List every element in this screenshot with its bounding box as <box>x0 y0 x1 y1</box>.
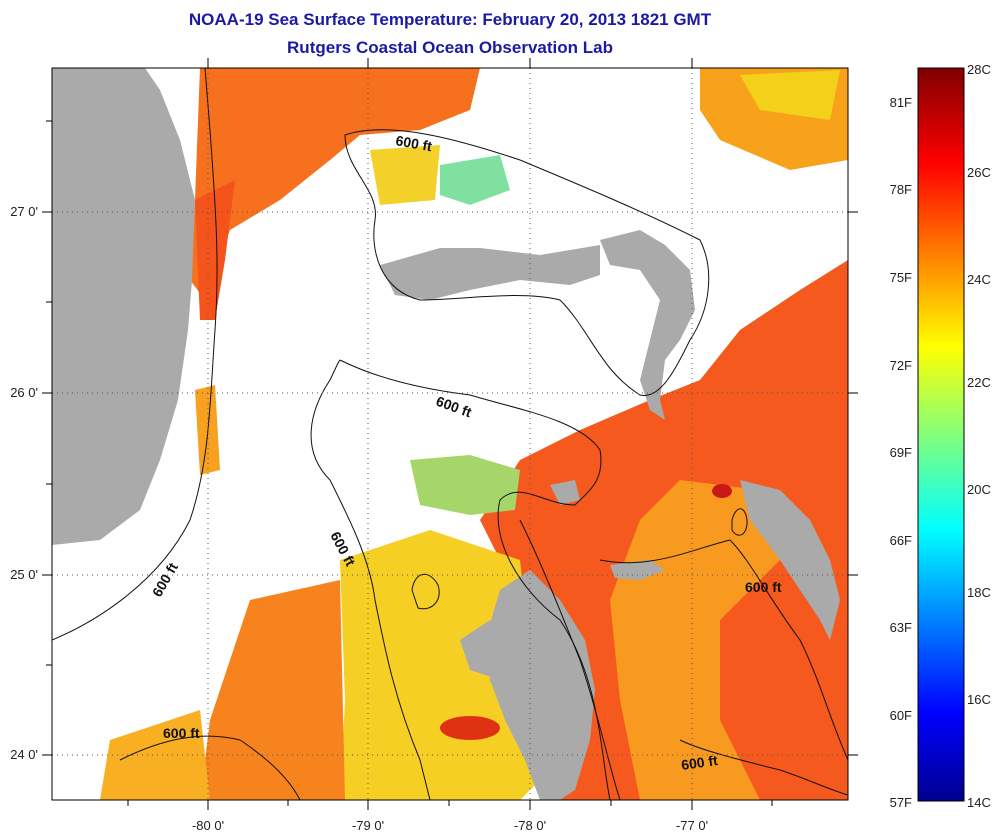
land-grand-bahama <box>380 245 600 300</box>
land-abaco <box>600 230 695 420</box>
colorbar-f-label: 63F <box>890 620 912 635</box>
colorbar-f-label: 66F <box>890 533 912 548</box>
land-florida <box>52 68 195 545</box>
sst-florida-keys-edge <box>100 710 210 800</box>
contour-florida-straits <box>329 479 431 800</box>
colorbar-f-label: 60F <box>890 708 912 723</box>
lat-tick-label: 26 0' <box>10 385 38 400</box>
sst-orange-tongue <box>610 480 780 800</box>
contour-tongue-of-ocean <box>519 519 621 800</box>
contour-exuma-sound <box>599 539 848 761</box>
contour-bank-loop <box>411 573 440 610</box>
colorbar-f-label: 57F <box>890 795 912 810</box>
sst-hotspot-east <box>712 484 732 498</box>
contour-little-bahama-bank <box>344 129 710 396</box>
lat-tick-label: 27 0' <box>10 204 38 219</box>
lon-tick-label: -78 0' <box>514 818 546 833</box>
temperature-colorbar: 81F 78F 75F 72F 69F 66F 63F 60F 57F 28C … <box>890 62 991 810</box>
colorbar-f-label: 72F <box>890 358 912 373</box>
contour-florida-straits-west <box>310 359 341 481</box>
map-area: 600 ft 600 ft 600 ft 600 ft 600 ft 600 f… <box>52 68 848 800</box>
lon-tick-label: -80 0' <box>192 818 224 833</box>
land-eleuthera <box>740 480 840 640</box>
colorbar-c-label: 24C <box>967 272 991 287</box>
contour-florida-keys <box>119 735 301 800</box>
tick-marks <box>42 58 858 810</box>
sst-yellow-patch-north <box>370 145 440 205</box>
sst-central-cool <box>410 455 520 515</box>
contour-label: 600 ft <box>745 579 782 595</box>
lat-tick-label: 25 0' <box>10 567 38 582</box>
sst-northeast-yellow <box>740 70 840 120</box>
sst-hotspot-south <box>440 716 500 740</box>
colorbar-c-label: 20C <box>967 482 991 497</box>
colorbar-f-label: 81F <box>890 95 912 110</box>
map-subtitle: Rutgers Coastal Ocean Observation Lab <box>287 38 613 57</box>
contour-florida-shelf <box>52 68 218 641</box>
colorbar-c-label: 14C <box>967 795 991 810</box>
land-new-providence <box>610 560 665 580</box>
contour-great-bahama-bank <box>339 359 611 800</box>
colorbar-f-label: 75F <box>890 270 912 285</box>
latitude-labels: 27 0' 26 0' 25 0' 24 0' <box>10 204 38 762</box>
colorbar-c-label: 18C <box>967 585 991 600</box>
map-frame <box>51 67 849 801</box>
land-andros <box>485 570 595 800</box>
colorbar-c-label: 16C <box>967 692 991 707</box>
longitude-labels: -80 0' -79 0' -78 0' -77 0' <box>192 818 708 833</box>
contour-south-bank <box>679 739 848 796</box>
sst-cool-patch-north <box>440 155 510 205</box>
map-title: NOAA-19 Sea Surface Temperature: Februar… <box>188 10 712 29</box>
contour-label: 600 ft <box>163 725 200 741</box>
land-bimini <box>550 480 580 505</box>
sst-field <box>55 68 848 800</box>
colorbar-f-label: 69F <box>890 445 912 460</box>
land-andros-west <box>460 620 500 680</box>
land-masses <box>52 68 840 800</box>
contour-east-loop <box>731 508 748 536</box>
colorbar-c-label: 26C <box>967 165 991 180</box>
colorbar-c-label: 22C <box>967 375 991 390</box>
contour-label: 600 ft <box>394 132 433 154</box>
colorbar-gradient <box>917 67 965 802</box>
colorbar-c-label: 28C <box>967 62 991 77</box>
depth-contours <box>52 68 848 800</box>
contour-label: 600 ft <box>680 752 719 773</box>
lat-tick-label: 24 0' <box>10 747 38 762</box>
colorbar-f-label: 78F <box>890 182 912 197</box>
sst-gulf-stream-strip <box>195 180 235 320</box>
lat-lon-grid <box>52 68 848 800</box>
lon-tick-label: -79 0' <box>352 818 384 833</box>
lon-tick-label: -77 0' <box>676 818 708 833</box>
sst-gulf-stream-north <box>190 68 480 300</box>
sst-southwest-orange <box>200 580 345 800</box>
